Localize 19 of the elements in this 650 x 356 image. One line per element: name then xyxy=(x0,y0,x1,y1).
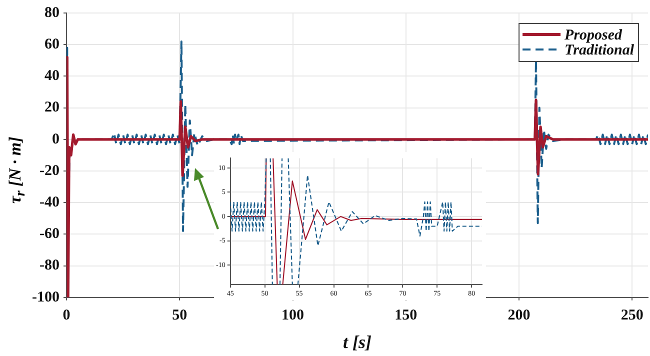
y-tick-label: -40 xyxy=(39,194,60,210)
x-tick-label: 0 xyxy=(62,307,70,324)
x-tick-label: 150 xyxy=(394,307,418,324)
y-tick-label: -100 xyxy=(32,289,60,306)
x-tick-label: 200 xyxy=(508,307,530,324)
y-tick-label: -20 xyxy=(39,162,60,179)
y-tick-label: 60 xyxy=(44,36,60,52)
y-tick-label: -60 xyxy=(39,226,60,242)
y-tick-label: -80 xyxy=(39,258,60,274)
y-tick-label: 40 xyxy=(44,68,60,84)
y-tick-label: 80 xyxy=(44,4,60,21)
x-tick-label: 50 xyxy=(172,307,188,324)
x-tick-label: 250 xyxy=(620,307,644,324)
x-axis-title: t [s] xyxy=(343,332,372,352)
y-tick-label: 0 xyxy=(52,131,60,148)
y-tick-label: 20 xyxy=(44,100,60,116)
legend-label: Traditional xyxy=(564,42,635,58)
x-tick-label: 100 xyxy=(282,307,304,324)
legend-label: Proposed xyxy=(564,27,623,44)
